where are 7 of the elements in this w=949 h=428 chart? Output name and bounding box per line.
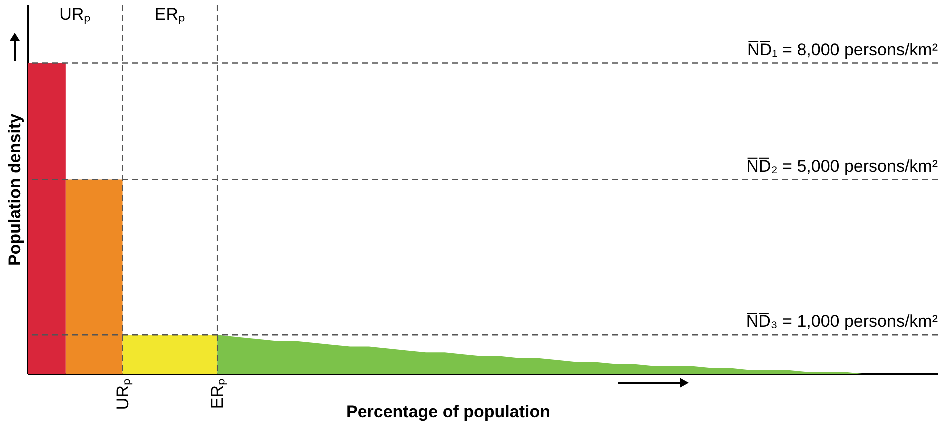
ref-line-label: N̅D̅₂ = 5,000 persons/km² — [746, 156, 938, 176]
annotation: URₚ — [60, 5, 92, 25]
y-axis-title: Population density — [6, 113, 24, 266]
ref-line-label: N̅D̅₁ = 8,000 persons/km² — [748, 40, 938, 60]
annotation: ERₚ — [154, 5, 186, 25]
ref-line-label: N̅D̅₃ = 1,000 persons/km² — [746, 312, 938, 332]
x-axis-title: Percentage of population — [346, 402, 551, 422]
